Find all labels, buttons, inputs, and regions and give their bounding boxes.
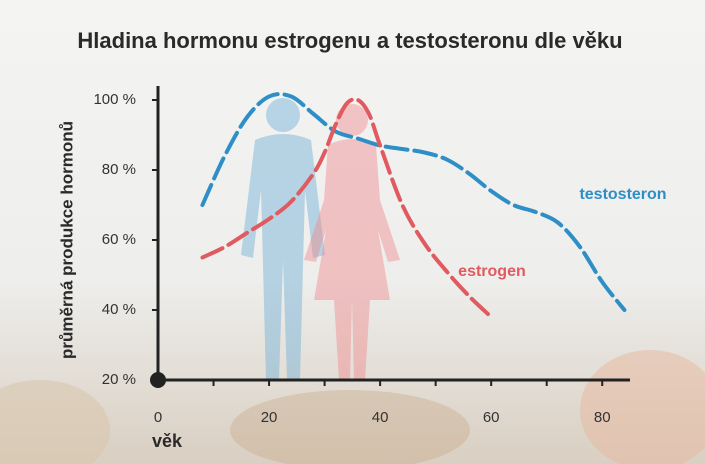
y-tick-label: 60 %: [102, 231, 136, 248]
series-label: estrogen: [458, 263, 526, 280]
x-tick-label: 0: [154, 409, 162, 426]
x-axis-label: věk: [152, 431, 183, 451]
series-label: testosteron: [579, 186, 666, 203]
x-tick-label: 20: [261, 409, 278, 426]
origin-dot: [150, 372, 166, 388]
y-axis-label: průměrná produkce hormonů: [57, 121, 76, 359]
decor: [0, 380, 110, 464]
decor: [230, 390, 470, 464]
male-silhouette: [241, 98, 325, 380]
series-line: [200, 97, 494, 319]
y-tick-label: 20 %: [102, 371, 136, 388]
x-tick-label: 60: [483, 409, 500, 426]
x-tick-label: 80: [594, 409, 611, 426]
y-tick-label: 100 %: [93, 91, 136, 108]
x-tick-label: 40: [372, 409, 389, 426]
y-tick-label: 40 %: [102, 301, 136, 318]
y-tick-label: 80 %: [102, 161, 136, 178]
chart-title: Hladina hormonu estrogenu a testosteronu…: [77, 28, 622, 53]
female-silhouette: [304, 104, 400, 380]
series-line: [200, 92, 627, 312]
